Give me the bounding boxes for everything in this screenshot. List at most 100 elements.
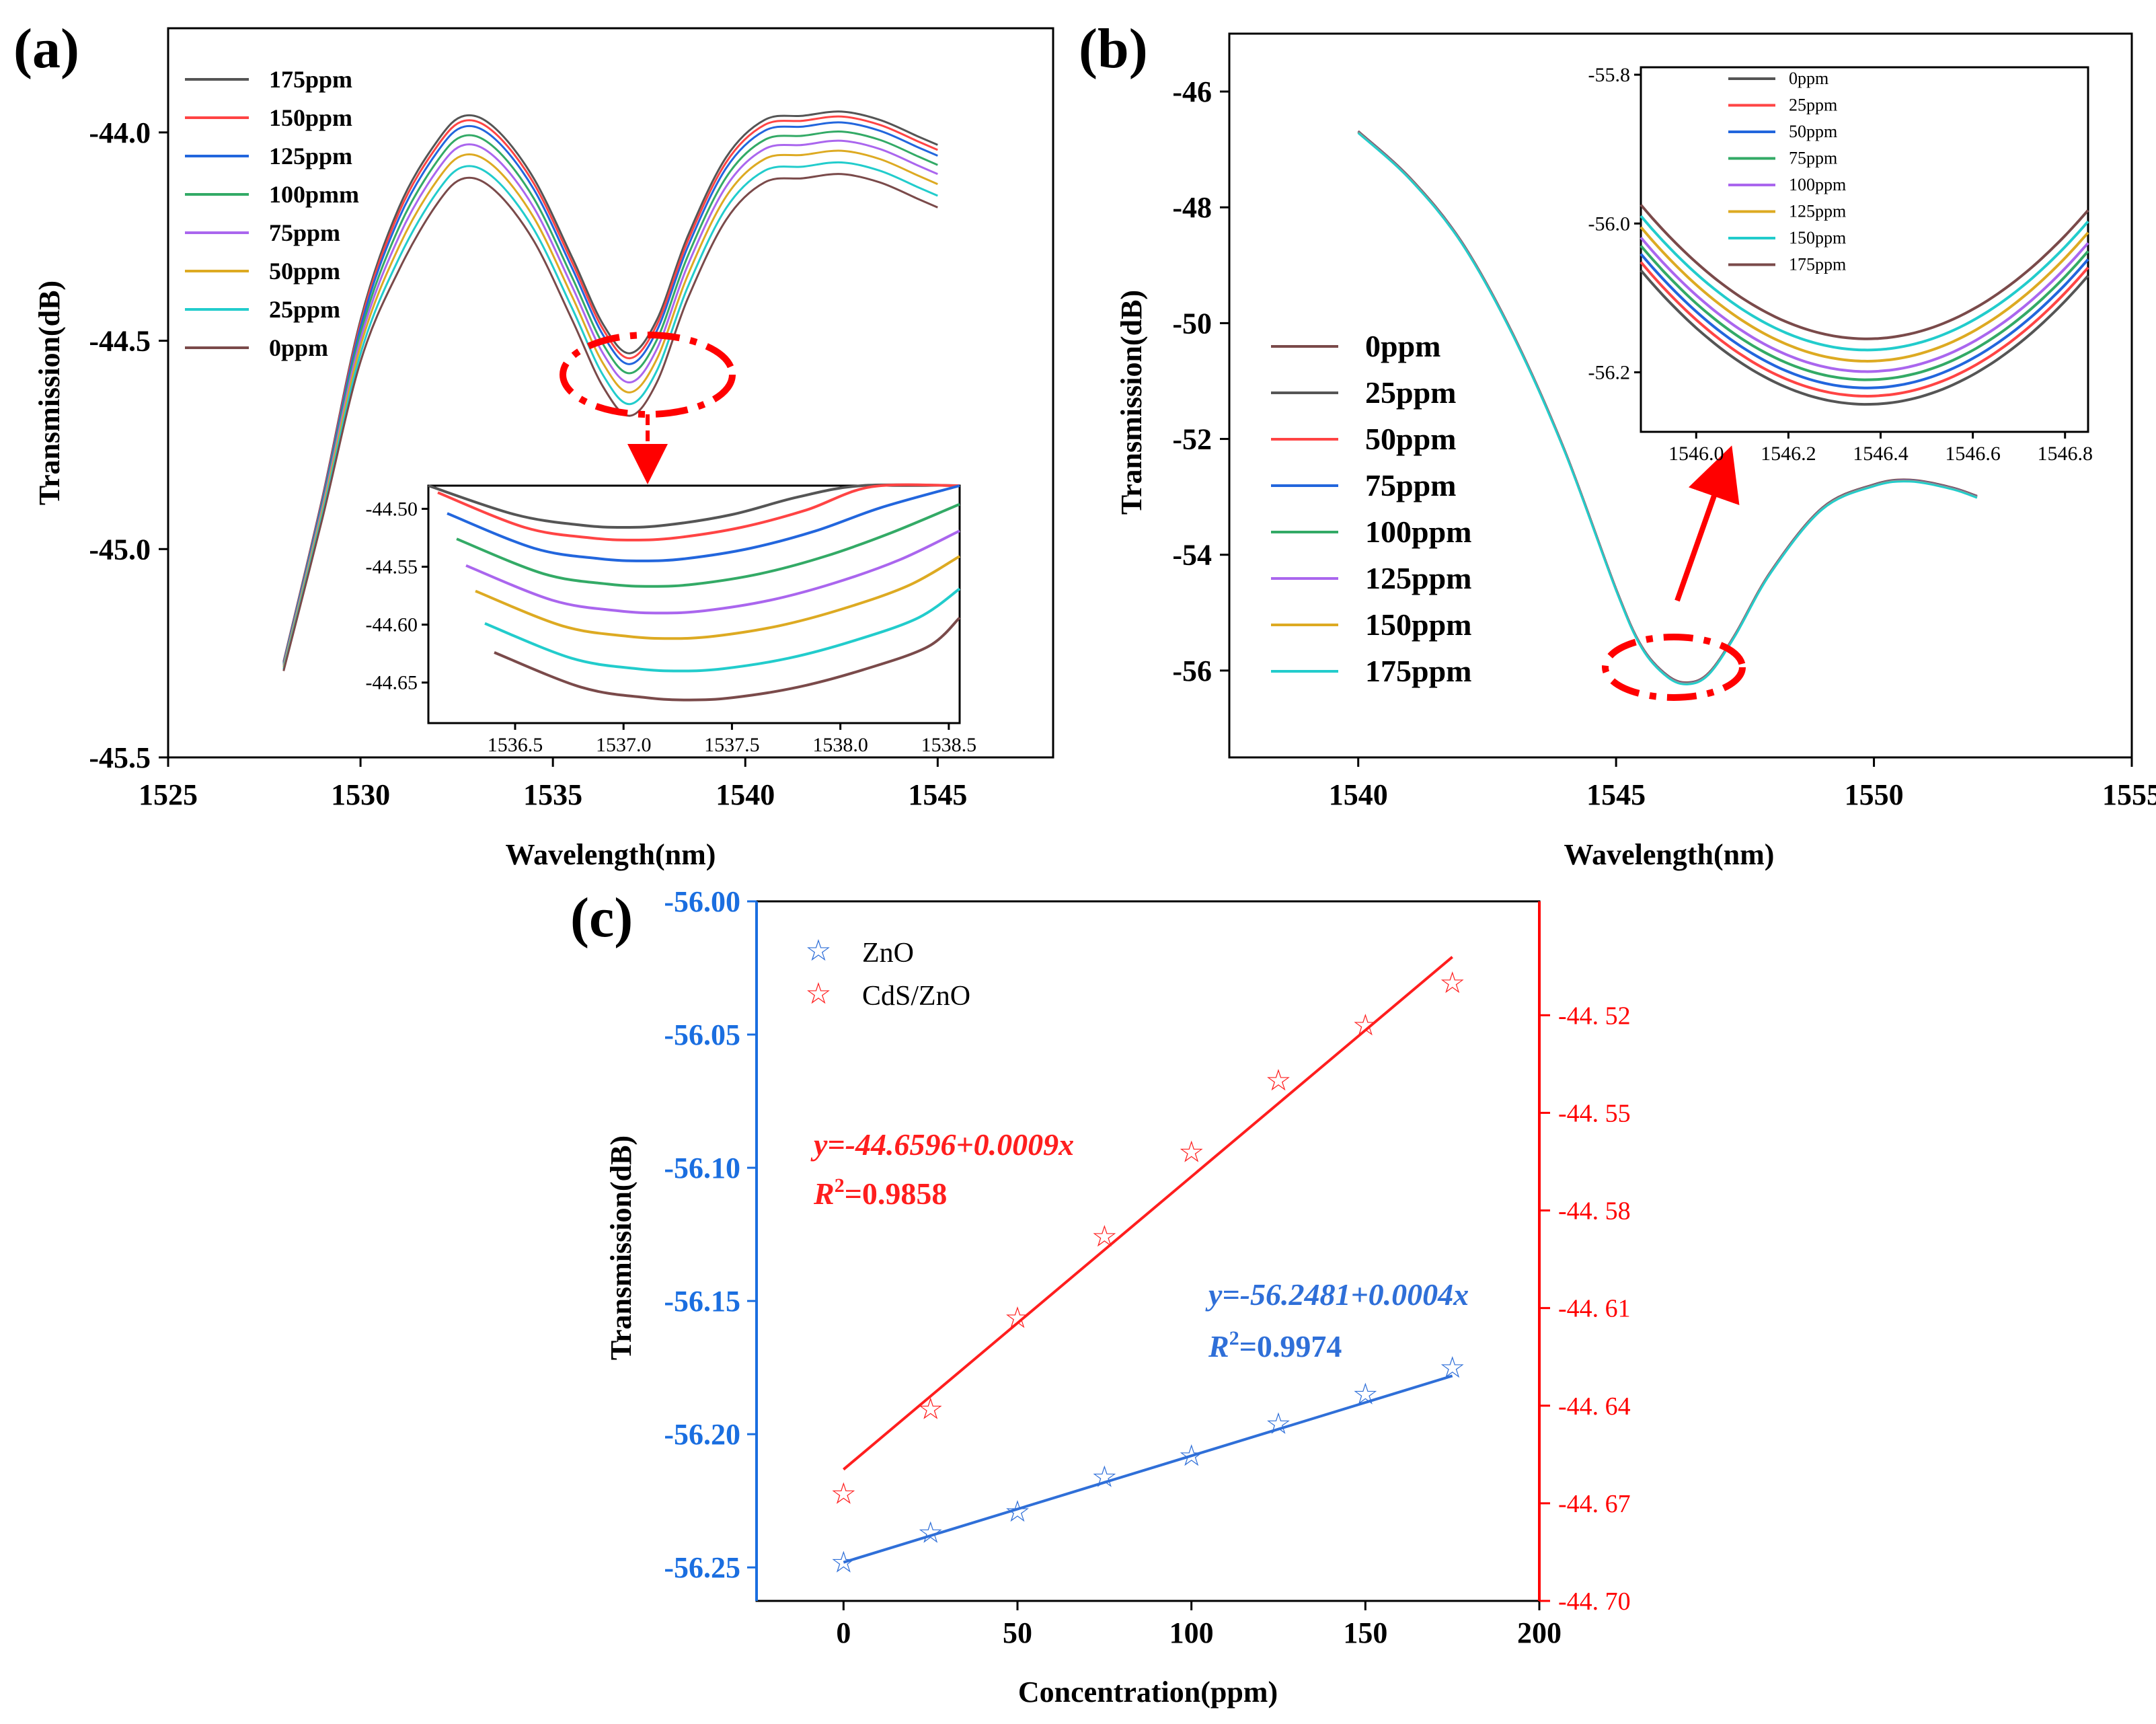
panel-b-legend-label: 0ppm (1365, 329, 1440, 363)
panel-b-y-tick-label: -56 (1172, 654, 1212, 687)
panel-b-inset-y-tick-label: -55.8 (1588, 64, 1631, 86)
panel-a-inset-y-tick-label: -44.60 (366, 614, 418, 636)
panel-c-point-cds-zno: ☆ (1004, 1301, 1030, 1335)
zno-r2-sup: 2 (1229, 1327, 1239, 1349)
panel-c-left-y-tick-label: -56.05 (664, 1018, 740, 1051)
panel-a-legend-label: 0ppm (269, 334, 328, 361)
zno-r2: R2=0.9974 (1208, 1327, 1342, 1363)
panel-c-series: ☆ ☆ ☆ ☆ ☆ ☆ ☆ ☆ ☆ ☆ ☆ ☆ ☆ ☆ ☆ ☆ (831, 956, 1465, 1579)
panel-a-legend-label: 125ppm (269, 143, 352, 170)
panel-b-inset-series-100ppm (1640, 236, 2089, 373)
panel-b-inset-curves (1640, 204, 2089, 406)
panel-b-y-tick-label: -52 (1172, 423, 1212, 456)
panel-b-inset-legend-label: 25ppm (1789, 96, 1837, 115)
panel-b-inset-legend-label: 100ppm (1789, 175, 1846, 194)
panel-c-left-y-axis: -56.00 -56.05 -56.10 -56.15 -56.20 -56.25 (664, 885, 757, 1584)
panel-c-legend: ☆ ZnO ☆ CdS/ZnO (805, 934, 970, 1012)
panel-a-legend: 175ppm 150ppm 125ppm 100pmm 75ppm 50ppm 25ppm 0… (185, 66, 359, 361)
panel-b-inset-series-25ppm (1640, 261, 2089, 398)
panel-a-series-100ppm (282, 130, 938, 665)
panel-c-y-axis-title: Transmission(dB) (605, 1135, 638, 1360)
cds-zno-r2-value: =0.9858 (845, 1176, 948, 1211)
panel-b-x-tick-label: 1555 (2102, 778, 2156, 811)
panel-b-inset-series-0ppm (1640, 269, 2089, 406)
panel-c-x-tick-label: 50 (1003, 1616, 1032, 1649)
panel-a-x-tick-label: 1525 (139, 778, 198, 811)
panel-b-x-tick-label: 1540 (1329, 778, 1388, 811)
panel-c-left-y-tick-label: -56.15 (664, 1285, 740, 1318)
panel-b-inset-legend-label: 75ppm (1789, 149, 1837, 168)
panel-a-series-75ppm (282, 139, 938, 667)
panel-b-y-axis-title: Transmission(dB) (1115, 290, 1148, 515)
panel-b-series-175ppm (1357, 132, 1978, 685)
panel-c-x-axis: 0 50 100 150 200 (836, 1601, 1562, 1649)
panel-b-inset-x-tick-label: 1546.4 (1853, 443, 1909, 465)
panel-a-inset-series-50ppm (475, 555, 960, 640)
panel-c-left-y-tick-label: -56.10 (664, 1152, 740, 1185)
panel-b-y-axis: -46 -48 -50 -52 -54 -56 (1172, 75, 1229, 687)
panel-c-point-cds-zno: ☆ (831, 1476, 857, 1511)
panel-a-legend-label: 100pmm (269, 181, 359, 208)
legend-marker-zno: ☆ (805, 934, 831, 968)
panel-b-legend-label: 50ppm (1365, 422, 1456, 456)
panel-a-inset-x-tick-label: 1537.5 (704, 734, 760, 756)
cds-zno-fit-equation: y=-44.6596+0.0009x (810, 1127, 1074, 1162)
panel-b-inset-legend-label: 0ppm (1789, 69, 1828, 88)
panel-c-right-y-axis: -44. 52 -44. 55 -44. 58 -44. 61 -44. 64 -44. … (1539, 1002, 1631, 1616)
panel-a-x-tick-label: 1545 (908, 778, 967, 811)
panel-a-inset-x-tick-label: 1538.5 (921, 734, 977, 756)
panel-b-label: (b) (1079, 17, 1148, 80)
panel-c-right-y-tick-label: -44. 70 (1558, 1587, 1631, 1616)
panel-b-x-tick-label: 1545 (1586, 778, 1646, 811)
panel-b-legend-label: 25ppm (1365, 375, 1456, 410)
panel-b-y-tick-label: -48 (1172, 191, 1212, 224)
panel-b-legend-label: 100ppm (1365, 515, 1471, 549)
panel-b-legend-label: 75ppm (1365, 468, 1456, 502)
panel-b-inset-x-tick-label: 1546.0 (1668, 443, 1724, 465)
panel-c-fit-line-zno (843, 1374, 1453, 1564)
panel-a-x-axis-title: Wavelength(nm) (506, 838, 716, 871)
panel-c-point-zno: ☆ (1439, 1351, 1465, 1385)
panel-a-highlight-ellipse (560, 332, 736, 418)
panel-a-inset-y-tick-label: -44.65 (366, 672, 418, 694)
panel-c-right-y-tick-label: -44. 64 (1558, 1392, 1631, 1421)
panel-b-inset-series-125ppm (1640, 226, 2089, 363)
panel-b: (b) 1540 1545 1550 1555 -46-48-50-52-54-56 … (1079, 17, 2156, 871)
panel-a-inset-series-150ppm (437, 483, 960, 541)
panel-a-x-axis: 1525 1530 1535 1540 1545 (139, 757, 967, 811)
panel-c-x-tick-label: 100 (1169, 1616, 1214, 1649)
zno-r2-label: R (1208, 1329, 1229, 1363)
panel-a-inset-frame (427, 484, 961, 724)
panel-a-x-tick-label: 1530 (331, 778, 390, 811)
panel-a-legend-label: 50ppm (269, 258, 340, 285)
panel-a-y-tick-label: -44.5 (89, 325, 151, 358)
panel-b-inset-x-tick-label: 1546.6 (1945, 443, 2001, 465)
panel-a-y-tick-label: -44.0 (89, 116, 151, 149)
panel-c-x-tick-label: 0 (836, 1616, 851, 1649)
panel-b-y-tick-label: -54 (1172, 539, 1212, 572)
panel-a-plot-frame (167, 27, 1054, 759)
panel-c-point-zno: ☆ (1265, 1407, 1291, 1441)
panel-c-x-tick-label: 200 (1517, 1616, 1562, 1649)
panel-a-inset-series-25ppm (484, 587, 961, 673)
panel-a-legend-label: 150ppm (269, 104, 352, 131)
panel-b-x-axis-title: Wavelength(nm) (1564, 838, 1775, 871)
panel-c-point-cds-zno: ☆ (1178, 1135, 1204, 1169)
legend-label-cds-zno: CdS/ZnO (862, 981, 970, 1012)
panel-b-inset-y-axis: -55.8 -56.0 -56.2 (1588, 64, 1641, 384)
panel-b-inset-legend-label: 175ppm (1789, 255, 1846, 274)
panel-b-y-tick-label: -50 (1172, 307, 1212, 340)
panel-b-inset-series-150ppm (1640, 215, 2089, 352)
panel-b-legend-label: 150ppm (1365, 607, 1471, 642)
panel-a-inset-series-125ppm (447, 484, 960, 562)
panel-c-right-y-tick-label: -44. 61 (1558, 1295, 1631, 1323)
cds-zno-r2: R2=0.9858 (813, 1174, 947, 1211)
panel-b-legend-label: 175ppm (1365, 654, 1471, 688)
panel-b-x-tick-label: 1550 (1845, 778, 1904, 811)
panel-a-legend-label: 175ppm (269, 66, 352, 93)
panel-a-inset: 1536.5 1537.0 1537.5 1538.0 1538.5 -44.50-44… (366, 483, 977, 756)
panel-b-legend-label: 125ppm (1365, 561, 1471, 595)
panel-b-inset-legend: 0ppm 25ppm 50ppm 75ppm 100ppm 125ppm 150ppm 175… (1728, 69, 1846, 274)
panel-b-highlight-ellipse (1602, 634, 1746, 701)
